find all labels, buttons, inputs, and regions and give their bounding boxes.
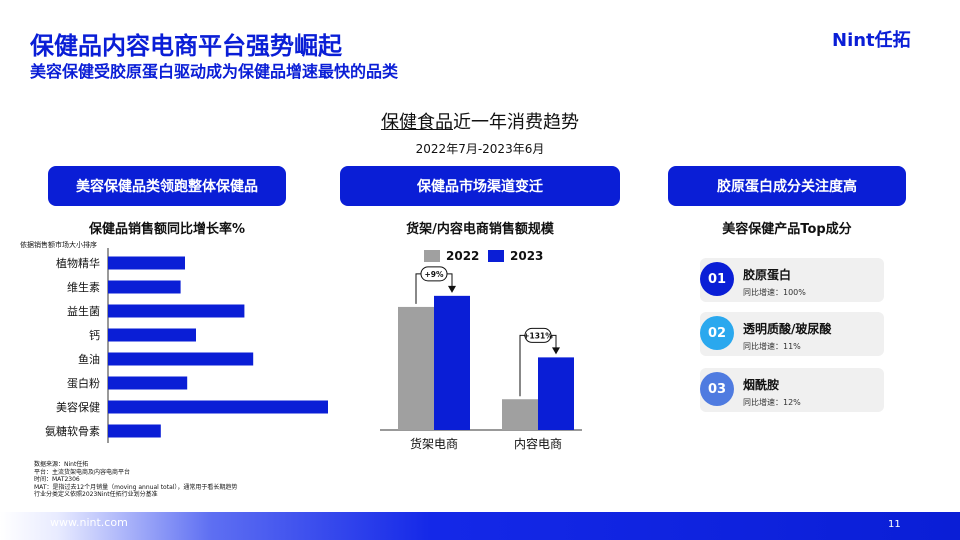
arrow-head-icon xyxy=(448,285,456,293)
mid-panel-pill: 保健品市场渠道变迁 xyxy=(340,166,620,206)
growth-bar xyxy=(108,256,185,270)
growth-badge xyxy=(420,266,448,282)
left-panel-subhead: 保健品销售额同比增长率% xyxy=(88,222,246,237)
page-number: 11 xyxy=(888,519,901,530)
legend-swatch xyxy=(488,250,504,262)
category-label: 植物精华 xyxy=(56,256,100,270)
growth-bar xyxy=(108,376,188,390)
ingredient-name: 烟酰胺 xyxy=(743,378,780,392)
page-title: 保健品内容电商平台强势崛起 xyxy=(30,32,342,60)
category-label: 货架电商 xyxy=(410,436,458,451)
category-label: 鱼油 xyxy=(78,352,100,366)
channel-bar xyxy=(538,357,574,430)
right-panel-subhead: 美容保健产品Top成分 xyxy=(722,222,852,237)
sort-note: 依据销售额市场大小排序 xyxy=(20,241,97,249)
page-subtitle: 美容保健受胶原蛋白驱动成为保健品增速最快的品类 xyxy=(30,62,399,81)
footer-url: www.nint.com xyxy=(50,516,128,529)
source-note-line: 数据来源：Nint任拓 xyxy=(34,461,89,468)
right-panel-pill: 胶原蛋白成分关注度高 xyxy=(668,166,906,206)
source-note-line: 行业分类定义依照2023Nint任拓行业划分基准 xyxy=(34,491,158,499)
growth-annotation: +9% xyxy=(424,270,444,279)
source-note-line: 平台：主流货架电商及内容电商平台 xyxy=(34,468,131,476)
center-title: 保健食品近一年消费趋势 xyxy=(0,108,960,134)
ingredient-rank-badge: 01 xyxy=(700,262,734,296)
growth-annotation: +131% xyxy=(523,331,553,340)
ingredient-name: 透明质酸/玻尿酸 xyxy=(743,322,832,336)
category-label: 维生素 xyxy=(67,280,100,294)
growth-bar xyxy=(108,280,181,294)
category-label: 内容电商 xyxy=(514,436,562,451)
footer-bar xyxy=(0,512,960,540)
mid-panel-subhead: 货架/内容电商销售额规模 xyxy=(406,222,554,237)
growth-bar xyxy=(108,304,245,318)
source-note-line: 时间：MAT2306 xyxy=(34,476,80,484)
center-title-underlined: 保健食品 xyxy=(381,112,453,133)
legend-swatch xyxy=(424,250,440,262)
category-label: 美容保健 xyxy=(56,400,100,414)
channel-bar xyxy=(502,399,538,430)
center-title-rest: 近一年消费趋势 xyxy=(453,112,579,133)
channel-bar xyxy=(434,295,470,430)
arrow-head-icon xyxy=(552,347,560,355)
growth-bar xyxy=(108,400,328,414)
legend-label: 2022 xyxy=(446,249,479,263)
left-panel-pill: 美容保健品类领跑整体保健品 xyxy=(48,166,286,206)
ingredient-name: 胶原蛋白 xyxy=(743,268,792,282)
growth-bar xyxy=(108,352,254,366)
category-label: 蛋白粉 xyxy=(67,376,100,390)
period-label: 2022年7月-2023年6月 xyxy=(415,142,545,156)
ingredient-growth: 同比增速：12% xyxy=(743,398,801,407)
channel-bar-chart: 2022 2023 货架电商 +9% 内容电商 +131% xyxy=(380,249,582,451)
growth-bar xyxy=(108,328,196,342)
ingredient-growth: 同比增速：11% xyxy=(743,342,801,351)
ingredient-growth: 同比增速：100% xyxy=(743,288,806,297)
ingredient-rank-badge: 02 xyxy=(700,316,734,350)
growth-badge xyxy=(524,327,552,343)
category-label: 钙 xyxy=(89,328,100,342)
ingredient-rank-badge: 03 xyxy=(700,372,734,406)
category-label: 益生菌 xyxy=(67,304,100,318)
growth-bar xyxy=(108,424,161,438)
source-notes: 数据来源：Nint任拓 平台：主流货架电商及内容电商平台 时间：MAT2306 MAT… xyxy=(34,461,237,499)
channel-bar xyxy=(398,306,434,430)
legend-label: 2023 xyxy=(510,249,543,263)
brand-logo: Nint任拓 xyxy=(832,30,911,51)
source-note-line: MAT：是指过去12个月销量（moving annual total），通常用于… xyxy=(34,483,238,491)
category-label: 氨糖软骨素 xyxy=(45,424,100,438)
